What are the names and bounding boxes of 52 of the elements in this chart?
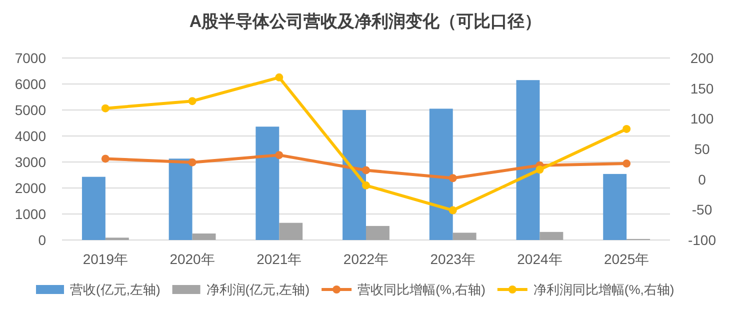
x-tick-label: 2019年	[82, 251, 128, 267]
x-tick-label: 2022年	[343, 251, 389, 267]
y-tick-label: 3000	[14, 154, 46, 170]
x-tick-label: 2024年	[517, 251, 562, 267]
bar	[256, 126, 280, 240]
point	[275, 73, 284, 82]
x-tick-label: 2020年	[170, 251, 215, 267]
bar	[429, 108, 453, 240]
y-tick-label: 5000	[14, 102, 46, 118]
point	[188, 97, 196, 106]
point	[448, 174, 457, 182]
y2-tick-label: -50	[692, 202, 712, 218]
y2-tick-label: -100	[688, 232, 716, 248]
y-tick-label: 0	[38, 232, 46, 248]
point	[536, 166, 544, 174]
bar	[82, 176, 106, 240]
bar	[192, 234, 216, 240]
chart-title: A股半导体公司营收及净利润变化（可比口径）	[189, 12, 542, 31]
y2-tick-label: 0	[698, 171, 706, 188]
bar	[168, 158, 192, 240]
point	[362, 181, 370, 190]
bar	[603, 174, 627, 240]
point	[188, 158, 196, 166]
bar	[516, 80, 540, 240]
y-tick-label: 1000	[14, 206, 46, 222]
bar	[540, 232, 564, 240]
y-tick-label: 7000	[14, 50, 46, 66]
legend-label: 营收(亿元,左轴)	[70, 282, 160, 297]
point	[622, 160, 631, 168]
point	[101, 104, 110, 112]
y-tick-label: 4000	[14, 128, 46, 144]
legend-label: 净利润(亿元,左轴)	[206, 282, 310, 297]
bar	[342, 110, 366, 240]
y2-tick-label: 150	[690, 80, 714, 96]
legend-label: 净利润同比增幅(%,右轴)	[533, 282, 674, 297]
legend-label: 营收同比增幅(%,右轴)	[358, 282, 486, 297]
x-tick-label: 2025年	[604, 251, 650, 267]
y-tick-label: 2000	[14, 180, 46, 196]
point	[101, 154, 110, 163]
point	[275, 151, 284, 160]
point	[622, 124, 631, 133]
x-tick-label: 2023年	[430, 251, 476, 267]
bar	[366, 226, 390, 240]
y2-tick-label: 50	[694, 141, 710, 157]
y2-tick-label: 100	[690, 110, 714, 127]
point	[448, 206, 457, 214]
bar	[279, 222, 303, 240]
x-tick-label: 2021年	[256, 251, 302, 267]
bar	[452, 232, 476, 240]
y-tick-label: 6000	[14, 76, 46, 92]
point	[362, 166, 370, 174]
y2-tick-label: 200	[690, 50, 714, 66]
